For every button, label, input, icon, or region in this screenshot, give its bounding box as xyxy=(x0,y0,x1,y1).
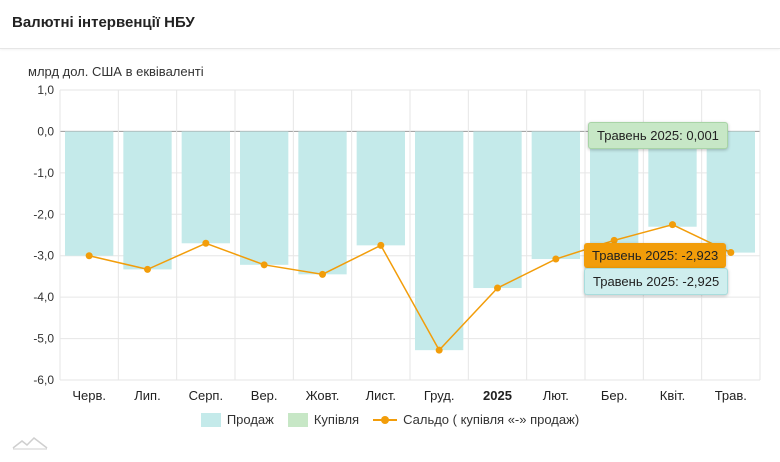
bar-sales xyxy=(181,131,230,244)
bar-sales xyxy=(473,131,522,289)
net-point xyxy=(494,284,501,292)
legend-swatch-net xyxy=(373,413,398,427)
x-tick-label: Квіт. xyxy=(660,388,686,403)
bar-sales xyxy=(240,131,289,265)
legend-label-sales: Продаж xyxy=(226,412,274,427)
net-point xyxy=(85,252,93,260)
net-line xyxy=(88,223,732,352)
bar-sales xyxy=(531,131,580,260)
tooltip-net: Травень 2025: -2,923 xyxy=(584,243,727,268)
net-point xyxy=(144,265,151,273)
y-tick-label: -6,0 xyxy=(33,373,54,387)
y-tick-label: -5,0 xyxy=(33,332,54,346)
x-tick-label: Черв. xyxy=(72,388,106,403)
legend-label-net: Сальдо ( купівля «-» продаж) xyxy=(403,412,580,427)
x-tick-label: Лист. xyxy=(366,388,396,403)
y-tick-label: -3,0 xyxy=(33,249,54,263)
legend-item-purchases[interactable]: Купівля xyxy=(287,412,360,427)
mountain-logo-icon xyxy=(12,437,48,450)
x-tick-label: Бер. xyxy=(601,388,628,403)
tooltip-sales: Травень 2025: -2,925 xyxy=(584,268,729,295)
bar-sales xyxy=(415,131,464,351)
x-tick-label: Серп. xyxy=(189,388,224,403)
bar-sales xyxy=(356,131,405,246)
x-tick-label: Трав. xyxy=(715,388,747,403)
y-tick-label: -2,0 xyxy=(33,207,54,221)
net-point xyxy=(727,249,735,257)
x-tick-label: Лип. xyxy=(134,388,160,403)
bar-sales xyxy=(298,131,347,275)
y-tick-label: -1,0 xyxy=(33,166,54,180)
x-tick-label: Лют. xyxy=(543,388,569,403)
legend-label-purchases: Купівля xyxy=(313,412,360,427)
net-point xyxy=(435,346,443,354)
net-point xyxy=(319,270,326,278)
x-tick-label: Груд. xyxy=(424,388,455,403)
bar-sales xyxy=(123,131,172,270)
y-axis-unit-label: млрд дол. США в еквіваленті xyxy=(28,64,204,79)
bar-sales xyxy=(590,131,639,245)
net-point xyxy=(610,236,618,244)
y-tick-label: 0,0 xyxy=(37,124,54,138)
bar-sales xyxy=(65,131,114,256)
x-tick-label: Вер. xyxy=(251,388,278,403)
y-tick-label: -4,0 xyxy=(33,290,54,304)
legend-item-net[interactable]: Сальдо ( купівля «-» продаж) xyxy=(373,412,579,427)
net-point xyxy=(202,239,210,247)
bar-sales xyxy=(706,131,755,253)
legend-swatch-purchases xyxy=(287,412,308,427)
y-tick-label: 1,0 xyxy=(37,83,54,97)
page-header: Валютні інтервенції НБУ xyxy=(0,0,780,49)
net-point xyxy=(552,255,560,263)
x-tick-label: Жовт. xyxy=(306,388,340,403)
legend-item-sales[interactable]: Продаж xyxy=(200,412,274,427)
chart-legend: Продаж Купівля Сальдо ( купівля «-» прод… xyxy=(0,412,780,427)
x-tick-label: 2025 xyxy=(483,388,512,403)
legend-swatch-sales xyxy=(200,412,221,427)
net-point xyxy=(669,221,676,229)
tooltip-purchases: Травень 2025: 0,001 xyxy=(588,122,728,149)
net-point xyxy=(260,261,268,269)
net-point xyxy=(377,241,385,249)
page-title: Валютні інтервенції НБУ xyxy=(12,14,195,31)
